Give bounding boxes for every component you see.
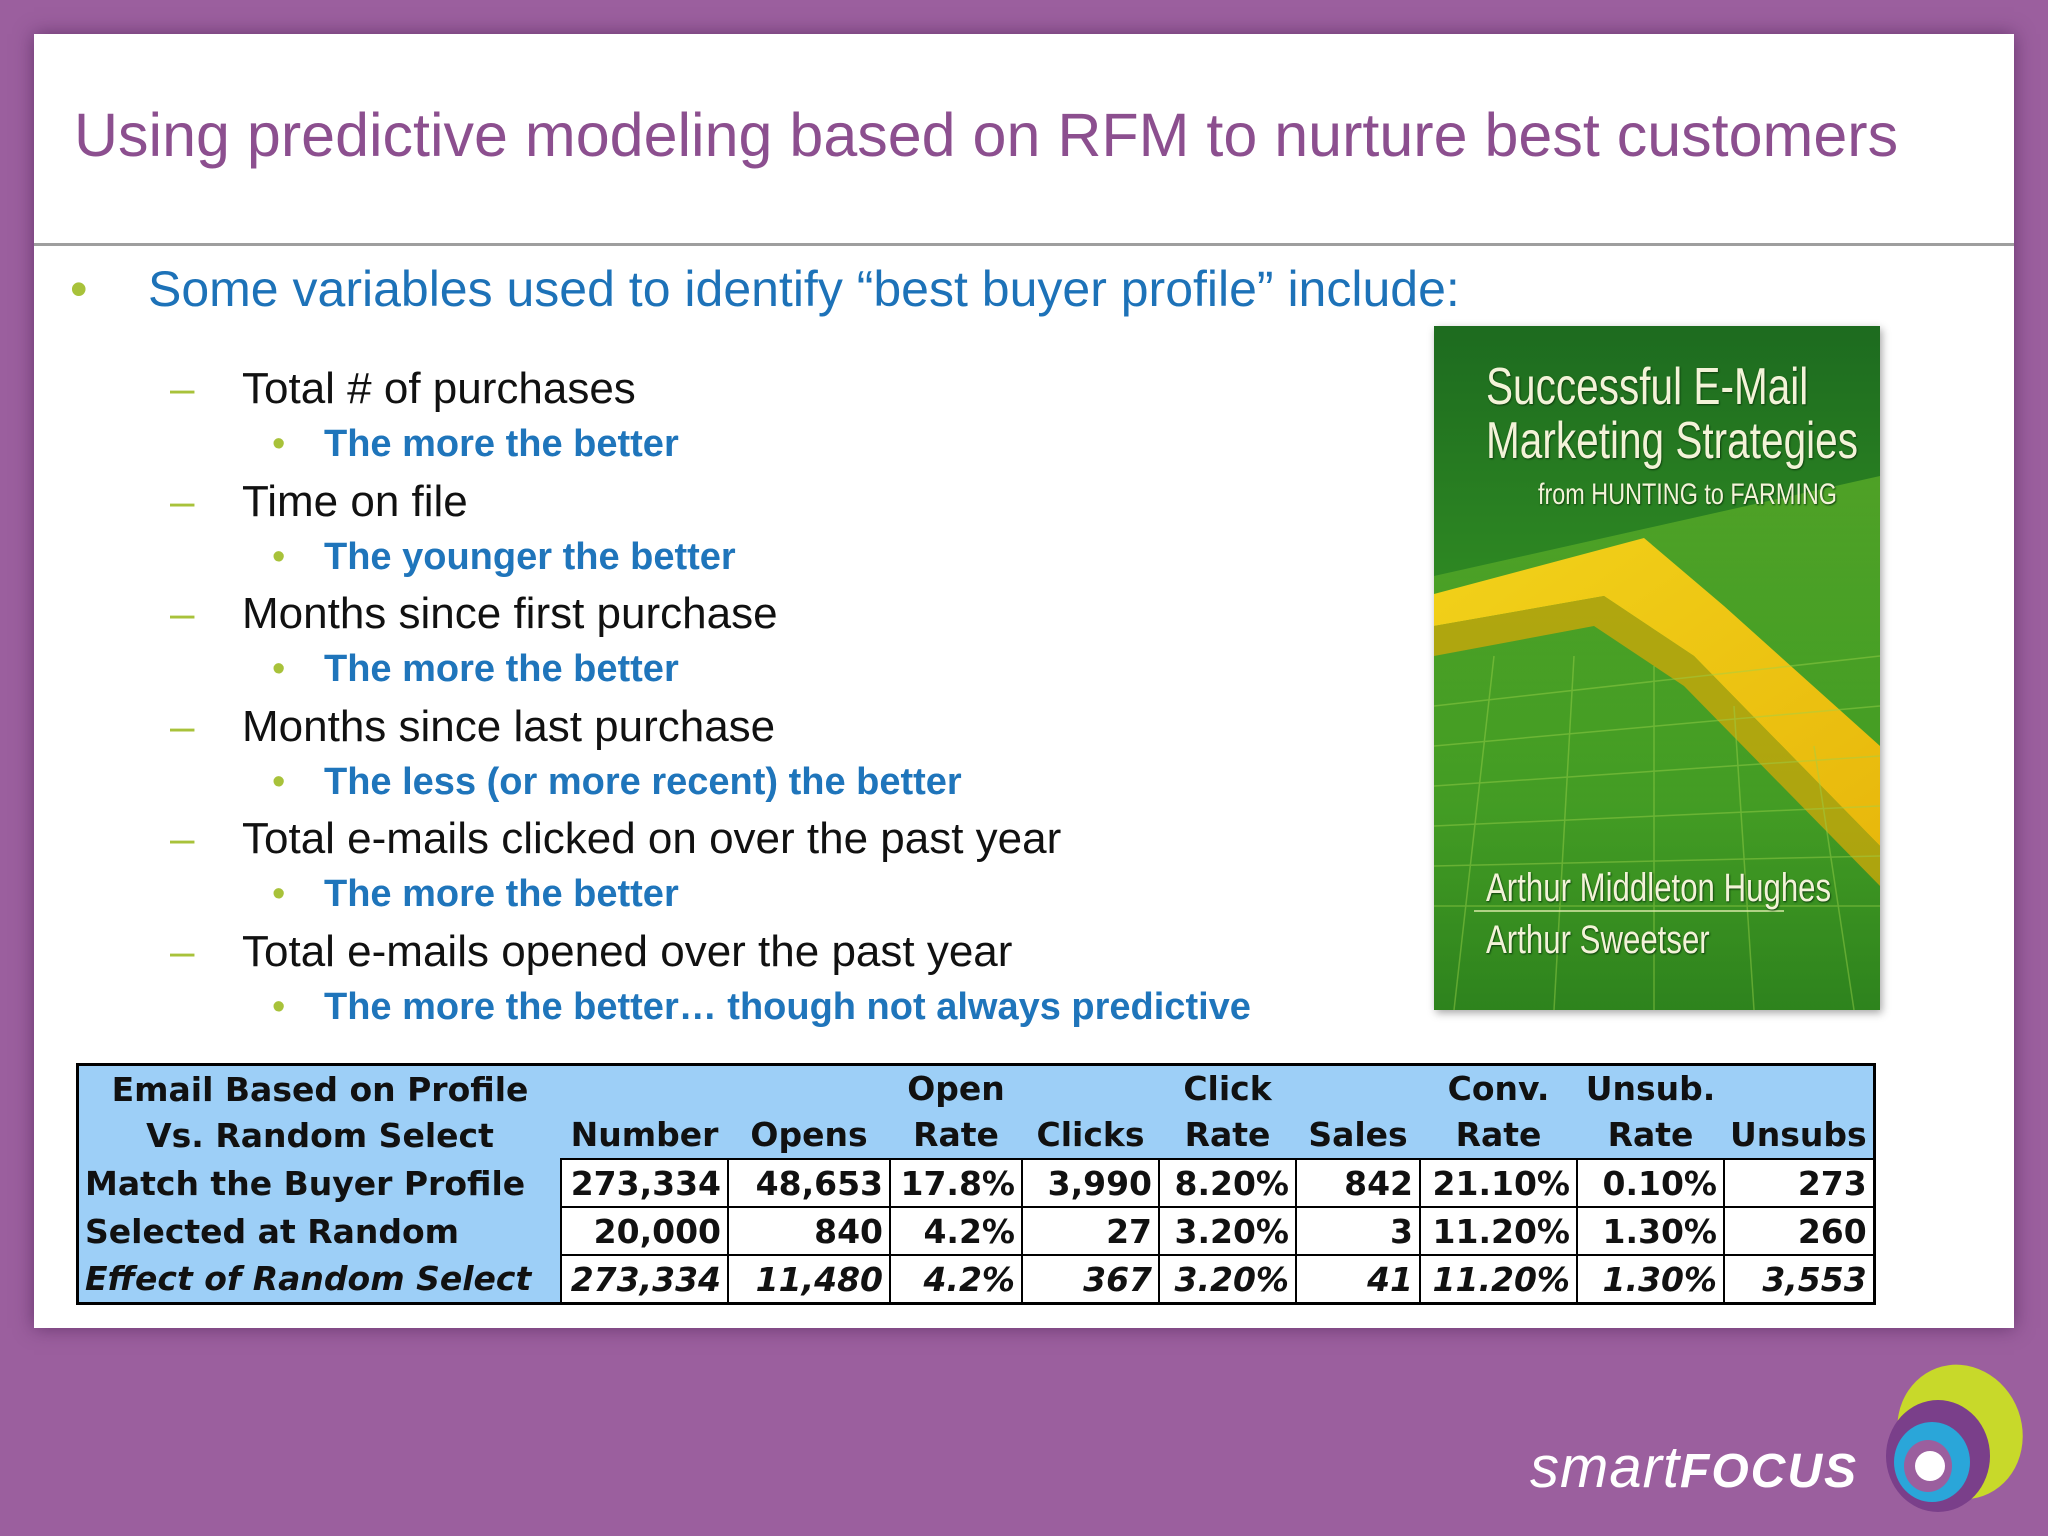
list-item-note: • The less (or more recent) the better [272, 761, 962, 804]
row-label: Selected at Random [77, 1207, 561, 1255]
dash-icon: – [170, 364, 195, 413]
cell-clicks: 3,990 [1021, 1158, 1160, 1208]
list-item-note: • The younger the better [272, 536, 736, 579]
book-title-line1: Successful E-Mail [1486, 358, 1809, 416]
bullet-icon: • [272, 986, 286, 1028]
list-item-note-text: The more the better [324, 873, 679, 915]
list-item-label: Total e-mails clicked on over the past y… [242, 814, 1062, 863]
cell-clicks: 367 [1021, 1254, 1160, 1305]
list-item-note-text: The more the better [324, 648, 679, 690]
list-item-note-text: The more the better… though not always p… [324, 986, 1251, 1028]
cell-click-rate: 8.20% [1158, 1158, 1297, 1208]
list-item-note-text: The younger the better [324, 536, 736, 578]
book-title-line2: Marketing Strategies [1486, 412, 1858, 470]
book-author1: Arthur Middleton Hughes [1486, 866, 1832, 910]
list-item: – Time on file [170, 477, 468, 527]
cell-opens: 840 [727, 1206, 891, 1256]
title-divider [34, 243, 2014, 246]
dash-icon: – [170, 702, 195, 751]
dash-icon: – [170, 814, 195, 863]
list-item: – Total e-mails opened over the past year [170, 927, 1012, 977]
cell-unsubs: 3,553 [1722, 1254, 1876, 1305]
row-label: Match the Buyer Profile [77, 1159, 561, 1207]
cell-number: 273,334 [560, 1254, 729, 1305]
cell-open-rate: 4.2% [889, 1206, 1023, 1256]
list-item-note: • The more the better [272, 873, 679, 916]
table-row: Effect of Random Select 273,334 11,480 4… [77, 1254, 1876, 1305]
col-header-sales: Sales [1296, 1064, 1420, 1159]
cell-conv-rate: 11.20% [1419, 1254, 1578, 1305]
cell-opens: 48,653 [727, 1158, 891, 1208]
dash-icon: – [170, 927, 195, 976]
cell-click-rate: 3.20% [1158, 1206, 1297, 1256]
results-table: Email Based on Profile Vs. Random Select … [76, 1063, 1876, 1305]
col-header-click-rate: Click Rate [1159, 1064, 1296, 1159]
list-item-note-text: The more the better [324, 423, 679, 465]
bullet-icon: • [272, 873, 286, 915]
list-item: – Months since first purchase [170, 589, 778, 639]
bullet-icon: • [272, 423, 286, 465]
list-item-note: • The more the better [272, 648, 679, 691]
col-header-unsubs: Unsubs [1724, 1064, 1875, 1159]
table-header-row: Email Based on Profile Vs. Random Select … [77, 1064, 1875, 1159]
book-cover-image: Successful E-Mail Marketing Strategies f… [1434, 326, 1880, 1010]
bullet-icon: • [272, 536, 286, 578]
smartfocus-logo: smartFOCUS [1530, 1350, 2030, 1530]
logo-swirl-icon [1886, 1364, 2023, 1512]
dash-icon: – [170, 589, 195, 638]
list-item: – Total e-mails clicked on over the past … [170, 814, 1061, 864]
table-row: Match the Buyer Profile 273,334 48,653 1… [77, 1158, 1876, 1208]
book-cover-art [1434, 476, 1880, 1010]
slide-title: Using predictive modeling based on RFM t… [74, 101, 1899, 169]
cell-unsubs: 260 [1722, 1206, 1876, 1256]
col-header-conv-rate: Conv. Rate [1420, 1064, 1577, 1159]
list-item: – Months since last purchase [170, 702, 775, 752]
cell-open-rate: 17.8% [889, 1158, 1023, 1208]
cell-number: 273,334 [560, 1158, 729, 1208]
cell-clicks: 27 [1021, 1206, 1160, 1256]
book-author2: Arthur Sweetser [1486, 918, 1710, 962]
cell-unsubs: 273 [1722, 1158, 1876, 1208]
cell-sales: 3 [1295, 1206, 1421, 1256]
cell-number: 20,000 [560, 1206, 729, 1256]
list-item-label: Total e-mails opened over the past year [242, 927, 1013, 976]
table-row: Selected at Random 20,000 840 4.2% 27 3.… [77, 1206, 1876, 1256]
cell-open-rate: 4.2% [889, 1254, 1023, 1305]
book-subtitle: from HUNTING to FARMING [1538, 478, 1838, 511]
bullet-icon: • [272, 761, 286, 803]
cell-opens: 11,480 [727, 1254, 891, 1305]
main-bullet: • Some variables used to identify “best b… [70, 260, 1460, 318]
col-header-clicks: Clicks [1022, 1064, 1159, 1159]
list-item-label: Months since last purchase [242, 702, 776, 751]
list-item-note-text: The less (or more recent) the better [324, 761, 962, 803]
cell-click-rate: 3.20% [1158, 1254, 1297, 1305]
bullet-icon: • [70, 261, 88, 317]
list-item-label: Time on file [242, 477, 468, 526]
list-item-label: Total # of purchases [242, 364, 636, 413]
dash-icon: – [170, 477, 195, 526]
list-item-label: Months since first purchase [242, 589, 778, 638]
cell-sales: 41 [1295, 1254, 1421, 1305]
cell-conv-rate: 11.20% [1419, 1206, 1578, 1256]
cell-unsub-rate: 0.10% [1576, 1158, 1725, 1208]
list-item: – Total # of purchases [170, 364, 636, 414]
list-item-note: • The more the better… though not always … [272, 986, 1251, 1029]
main-bullet-text: Some variables used to identify “best bu… [148, 261, 1460, 317]
cell-unsub-rate: 1.30% [1576, 1206, 1725, 1256]
row-label: Effect of Random Select [77, 1255, 561, 1304]
slide: Using predictive modeling based on RFM t… [34, 34, 2014, 1328]
col-header-open-rate: Open Rate [890, 1064, 1022, 1159]
list-item-note: • The more the better [272, 423, 679, 466]
cell-sales: 842 [1295, 1158, 1421, 1208]
col-header-unsub-rate: Unsub. Rate [1577, 1064, 1724, 1159]
logo-wordmark: smartFOCUS [1530, 1435, 1858, 1500]
cell-conv-rate: 21.10% [1419, 1158, 1578, 1208]
col-header-profile: Email Based on Profile Vs. Random Select [77, 1064, 561, 1159]
bullet-icon: • [272, 648, 286, 690]
cell-unsub-rate: 1.30% [1576, 1254, 1725, 1305]
col-header-number: Number [561, 1064, 728, 1159]
col-header-opens: Opens [728, 1064, 890, 1159]
